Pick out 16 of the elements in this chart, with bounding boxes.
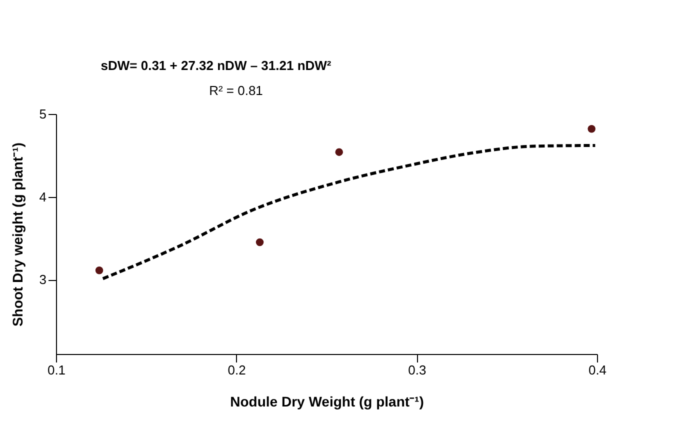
y-tick-label: 3 xyxy=(39,272,46,288)
text: sDW= 0.31 + 27.32 nDW – 31.21 nDW² xyxy=(100,58,332,73)
point xyxy=(95,266,104,274)
x-tick-label: 0.2 xyxy=(228,362,246,378)
y-axis-title: Shoot Dry weight (g plant⁻¹) xyxy=(9,142,26,326)
point xyxy=(588,125,596,133)
x-tick-label: 0.3 xyxy=(408,362,426,378)
text: R² = 0.81 xyxy=(209,83,263,98)
x-tick-label: 0.1 xyxy=(47,362,66,378)
y-tick-label: 4 xyxy=(39,189,46,204)
x-tick-label: 0.4 xyxy=(588,362,607,378)
x-axis-title: Nodule Dry Weight (g plant⁻¹) xyxy=(230,394,424,410)
line-series xyxy=(101,144,597,280)
point xyxy=(256,238,264,246)
y-tick-label: 5 xyxy=(39,106,46,122)
point xyxy=(335,148,343,156)
